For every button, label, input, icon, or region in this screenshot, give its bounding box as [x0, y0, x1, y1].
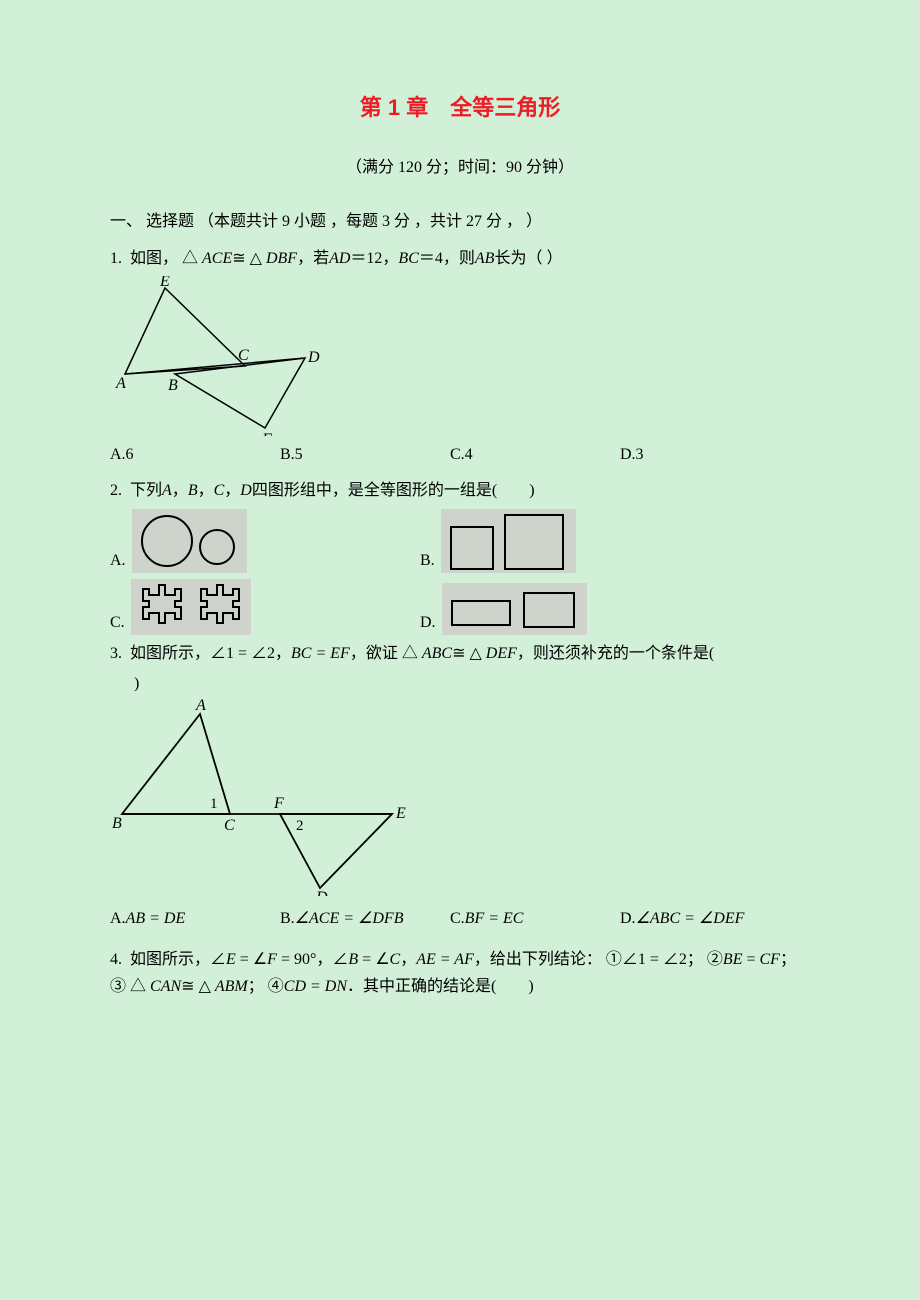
circled-2-icon: ②: [707, 951, 723, 968]
q3-option-C: C.BF = EC: [450, 906, 620, 932]
svg-text:F: F: [261, 431, 272, 436]
svg-text:C: C: [224, 817, 235, 834]
svg-text:B: B: [168, 377, 178, 394]
q1-option-D: D.3: [620, 442, 790, 468]
q3-text: 3. 如图所示，∠1 = ∠2，BC = EF，欲证 △ ABC≅ △ DEF，…: [110, 641, 810, 667]
question-1: 1. 如图， △ ACE≅ △ DBF，若AD＝12，BC＝4，则AB长为（ ）…: [110, 246, 810, 467]
svg-text:D: D: [307, 349, 320, 366]
question-2: 2. 下列A，B，C，D四图形组中，是全等图形的一组是( ) A. B. C.: [110, 478, 810, 636]
q4-number: 4.: [110, 951, 122, 968]
q2-cell-A: A.: [110, 509, 420, 573]
q1-option-A: A.6: [110, 442, 280, 468]
exam-info: （满分 120 分；时间：90 分钟）: [110, 155, 810, 181]
svg-text:E: E: [159, 276, 170, 290]
q2-row2: C. D.: [110, 579, 810, 635]
svg-text:2: 2: [296, 818, 304, 834]
question-4: 4. 如图所示，∠E = ∠F = 90°，∠B = ∠C，AE = AF，给出…: [110, 946, 810, 1000]
section-1-header: 一、 选择题 （本题共计 9 小题 ，每题 3 分 ，共计 27 分 ， ）: [110, 209, 810, 235]
q2-cell-D: D.: [420, 583, 587, 635]
circled-3-icon: ③: [110, 978, 126, 995]
q3-figure: A B C F E D 1 2: [110, 696, 410, 896]
q1-text: 1. 如图， △ ACE≅ △ DBF，若AD＝12，BC＝4，则AB长为（ ）: [110, 246, 810, 272]
q1-number: 1.: [110, 250, 122, 267]
q2-label-A: A.: [110, 548, 126, 574]
q2-figure-D: [442, 583, 587, 635]
q2-figure-C: [131, 579, 251, 635]
q3-option-B: B.∠ACE = ∠DFB: [280, 906, 450, 932]
q3-number: 3.: [110, 645, 122, 662]
q2-figure-A: [132, 509, 247, 573]
svg-text:A: A: [195, 697, 206, 714]
q1-options: A.6 B.5 C.4 D.3: [110, 442, 810, 468]
q2-label-B: B.: [420, 548, 435, 574]
q1-option-C: C.4: [450, 442, 620, 468]
circled-4-icon: ④: [268, 978, 284, 995]
q2-cell-B: B.: [420, 509, 576, 573]
q3-closing: ): [110, 671, 810, 697]
q2-row1: A. B.: [110, 509, 810, 573]
q2-label-C: C.: [110, 610, 125, 636]
chapter-title: 第 1 章 全等三角形: [110, 90, 810, 125]
svg-text:C: C: [238, 347, 249, 364]
q2-figure-B: [441, 509, 576, 573]
q2-text: 2. 下列A，B，C，D四图形组中，是全等图形的一组是( ): [110, 478, 810, 504]
svg-text:F: F: [273, 795, 284, 812]
svg-text:B: B: [112, 815, 122, 832]
q3-option-A: A.AB = DE: [110, 906, 280, 932]
q2-label-D: D.: [420, 610, 436, 636]
q3-option-D: D.∠ABC = ∠DEF: [620, 906, 790, 932]
svg-text:1: 1: [210, 796, 218, 812]
q2-cell-C: C.: [110, 579, 420, 635]
q1-option-B: B.5: [280, 442, 450, 468]
q1-figure: A B C D E F: [110, 276, 350, 436]
q2-number: 2.: [110, 482, 122, 499]
question-3: 3. 如图所示，∠1 = ∠2，BC = EF，欲证 △ ABC≅ △ DEF，…: [110, 641, 810, 932]
svg-text:E: E: [395, 805, 406, 822]
svg-text:D: D: [315, 889, 328, 896]
circled-1-icon: ①: [606, 951, 622, 968]
svg-text:A: A: [115, 375, 126, 392]
q3-options: A.AB = DE B.∠ACE = ∠DFB C.BF = EC D.∠ABC…: [110, 906, 810, 932]
